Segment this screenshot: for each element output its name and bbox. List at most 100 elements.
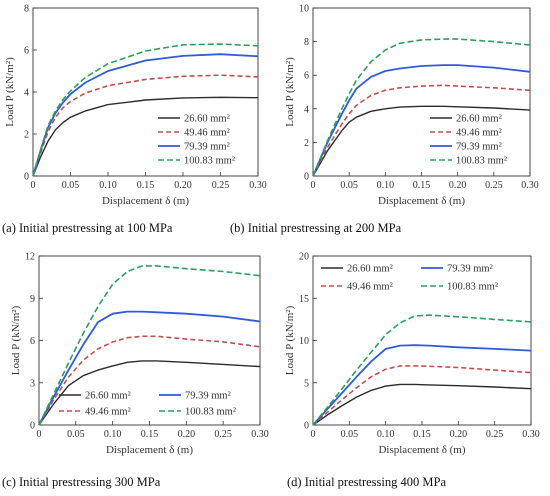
legend-label-2: 49.46 mm² [85, 407, 131, 418]
x-tick-label: 0 [311, 180, 316, 191]
chart-panel-b: 0 0.05 0.10 0.15 0.20 0.25 0.30 0 2 4 6 8 10 Displace… [230, 4, 539, 236]
x-tick-label: 0.25 [485, 180, 503, 191]
y-tick-label: 12 [25, 252, 35, 263]
y-tick-label: 4 [304, 104, 309, 115]
y-tick-label: 0 [304, 172, 309, 183]
x-tick-label: 0.25 [214, 429, 232, 440]
x-tick-label: 0.30 [522, 429, 540, 440]
series-line-1 [32, 96, 259, 177]
series-line-4 [312, 38, 531, 177]
legend-label-3: 79.39 mm² [456, 142, 502, 153]
legend-label-1: 26.60 mm² [184, 114, 230, 125]
y-tick-label: 5 [304, 378, 309, 389]
legend-label-4: 100.83 mm² [456, 156, 507, 167]
x-tick-label: 0.15 [137, 180, 155, 191]
y-tick-label: 2 [304, 138, 309, 149]
legend-label-4: 100.83 mm² [447, 282, 498, 293]
legend-label-3: 79.39 mm² [185, 391, 231, 402]
series-line-4 [32, 43, 259, 177]
legend: 26.60 mm² 49.46 mm² 79.39 mm² 100.83 mm² [158, 114, 235, 167]
series-line-2 [312, 365, 532, 426]
x-tick-label: 0.25 [212, 180, 230, 191]
panel-caption: (b) Initial prestressing at 200 MPa [230, 221, 402, 235]
y-tick-label: 8 [304, 37, 309, 48]
y-tick-label: 6 [24, 46, 29, 57]
chart-panel-d: 0 0.05 0.10 0.15 0.20 0.25 0.30 0 5 10 15 20 Displac… [284, 252, 540, 490]
legend-label-2: 49.46 mm² [184, 128, 230, 139]
legend-label-1: 26.60 mm² [85, 391, 131, 402]
x-tick-label: 0 [311, 429, 316, 440]
x-tick-label: 0.05 [341, 429, 359, 440]
legend: 26.60 mm² 49.46 mm² 79.39 mm² 100.83 mm² [59, 391, 236, 418]
x-axis-label: Displacement δ (m) [378, 195, 465, 207]
x-tick-label: 0.20 [449, 180, 467, 191]
legend-label-2: 49.46 mm² [456, 128, 502, 139]
y-axis-label: Load P (kN/m²) [4, 57, 16, 127]
x-axis-label: Displacement δ (m) [378, 444, 465, 456]
legend-label-1: 26.60 mm² [347, 264, 393, 275]
x-tick-label: 0.10 [99, 180, 117, 191]
x-tick-label: 0.15 [141, 429, 159, 440]
x-axis-label: Displacement δ (m) [102, 195, 189, 207]
y-tick-label: 10 [299, 4, 309, 15]
panel-caption: (c) Initial prestressing 300 MPa [2, 475, 161, 489]
x-tick-label: 0.30 [251, 429, 269, 440]
chart-panel-c: 0 0.05 0.10 0.15 0.20 0.25 0.30 0 3 6 9 12 Displacem… [2, 252, 269, 490]
series-line-4 [38, 265, 261, 426]
y-tick-label: 0 [24, 172, 29, 183]
y-tick-label: 10 [299, 336, 309, 347]
panel-caption: (d) Initial prestressing 400 MPa [287, 475, 446, 489]
chart-panel-a: 0 0.05 0.10 0.15 0.20 0.25 0.30 0 2 4 6 8 Displaceme… [2, 4, 267, 236]
legend-label-3: 79.39 mm² [447, 264, 493, 275]
series-line-1 [312, 383, 532, 426]
series-line-4 [312, 314, 532, 426]
x-tick-label: 0.05 [67, 429, 85, 440]
legend-label-3: 79.39 mm² [184, 142, 230, 153]
x-tick-label: 0.15 [413, 180, 431, 191]
panel-caption: (a) Initial prestressing at 100 MPa [2, 221, 173, 235]
x-tick-label: 0.30 [521, 180, 539, 191]
series-line-3 [38, 310, 261, 426]
legend-label-4: 100.83 mm² [185, 407, 236, 418]
x-axis-label: Displacement δ (m) [106, 444, 193, 456]
x-tick-label: 0.10 [104, 429, 122, 440]
x-tick-label: 0.30 [249, 180, 267, 191]
series-line-2 [38, 335, 261, 426]
y-tick-label: 0 [30, 421, 35, 432]
series-line-3 [312, 344, 532, 426]
x-tick-label: 0.10 [377, 429, 395, 440]
x-tick-label: 0.15 [413, 429, 431, 440]
legend-label-2: 49.46 mm² [347, 282, 393, 293]
y-tick-label: 3 [30, 378, 35, 389]
legend-label-4: 100.83 mm² [184, 156, 235, 167]
series-line-2 [312, 84, 531, 177]
y-tick-label: 6 [304, 71, 309, 82]
plot-frame [312, 255, 532, 426]
y-tick-label: 8 [24, 4, 29, 15]
y-tick-label: 2 [24, 130, 29, 141]
y-axis-label: Load P (kN/m²) [284, 57, 296, 127]
y-tick-label: 15 [299, 294, 309, 305]
x-tick-label: 0.20 [450, 429, 468, 440]
legend: 26.60 mm² 49.46 mm² 79.39 mm² 100.83 mm² [321, 264, 498, 293]
y-tick-label: 0 [304, 421, 309, 432]
x-tick-label: 0.25 [486, 429, 504, 440]
series-line-2 [32, 74, 259, 177]
x-tick-label: 0.05 [62, 180, 80, 191]
y-axis-label: Load P (kN/m²) [10, 305, 22, 375]
x-tick-label: 0.20 [178, 429, 196, 440]
x-tick-label: 0.05 [340, 180, 358, 191]
legend: 26.60 mm² 49.46 mm² 79.39 mm² 100.83 mm² [430, 114, 507, 167]
y-tick-label: 6 [30, 336, 35, 347]
legend-label-1: 26.60 mm² [456, 114, 502, 125]
y-axis-label: Load P (kN/m²) [284, 305, 296, 375]
y-tick-label: 20 [299, 252, 309, 263]
series-line-3 [312, 64, 531, 177]
series-line-1 [312, 105, 531, 177]
series-line-1 [38, 360, 261, 426]
y-tick-label: 9 [30, 294, 35, 305]
x-tick-label: 0 [31, 180, 36, 191]
x-tick-label: 0.10 [377, 180, 395, 191]
y-tick-label: 4 [24, 88, 29, 99]
